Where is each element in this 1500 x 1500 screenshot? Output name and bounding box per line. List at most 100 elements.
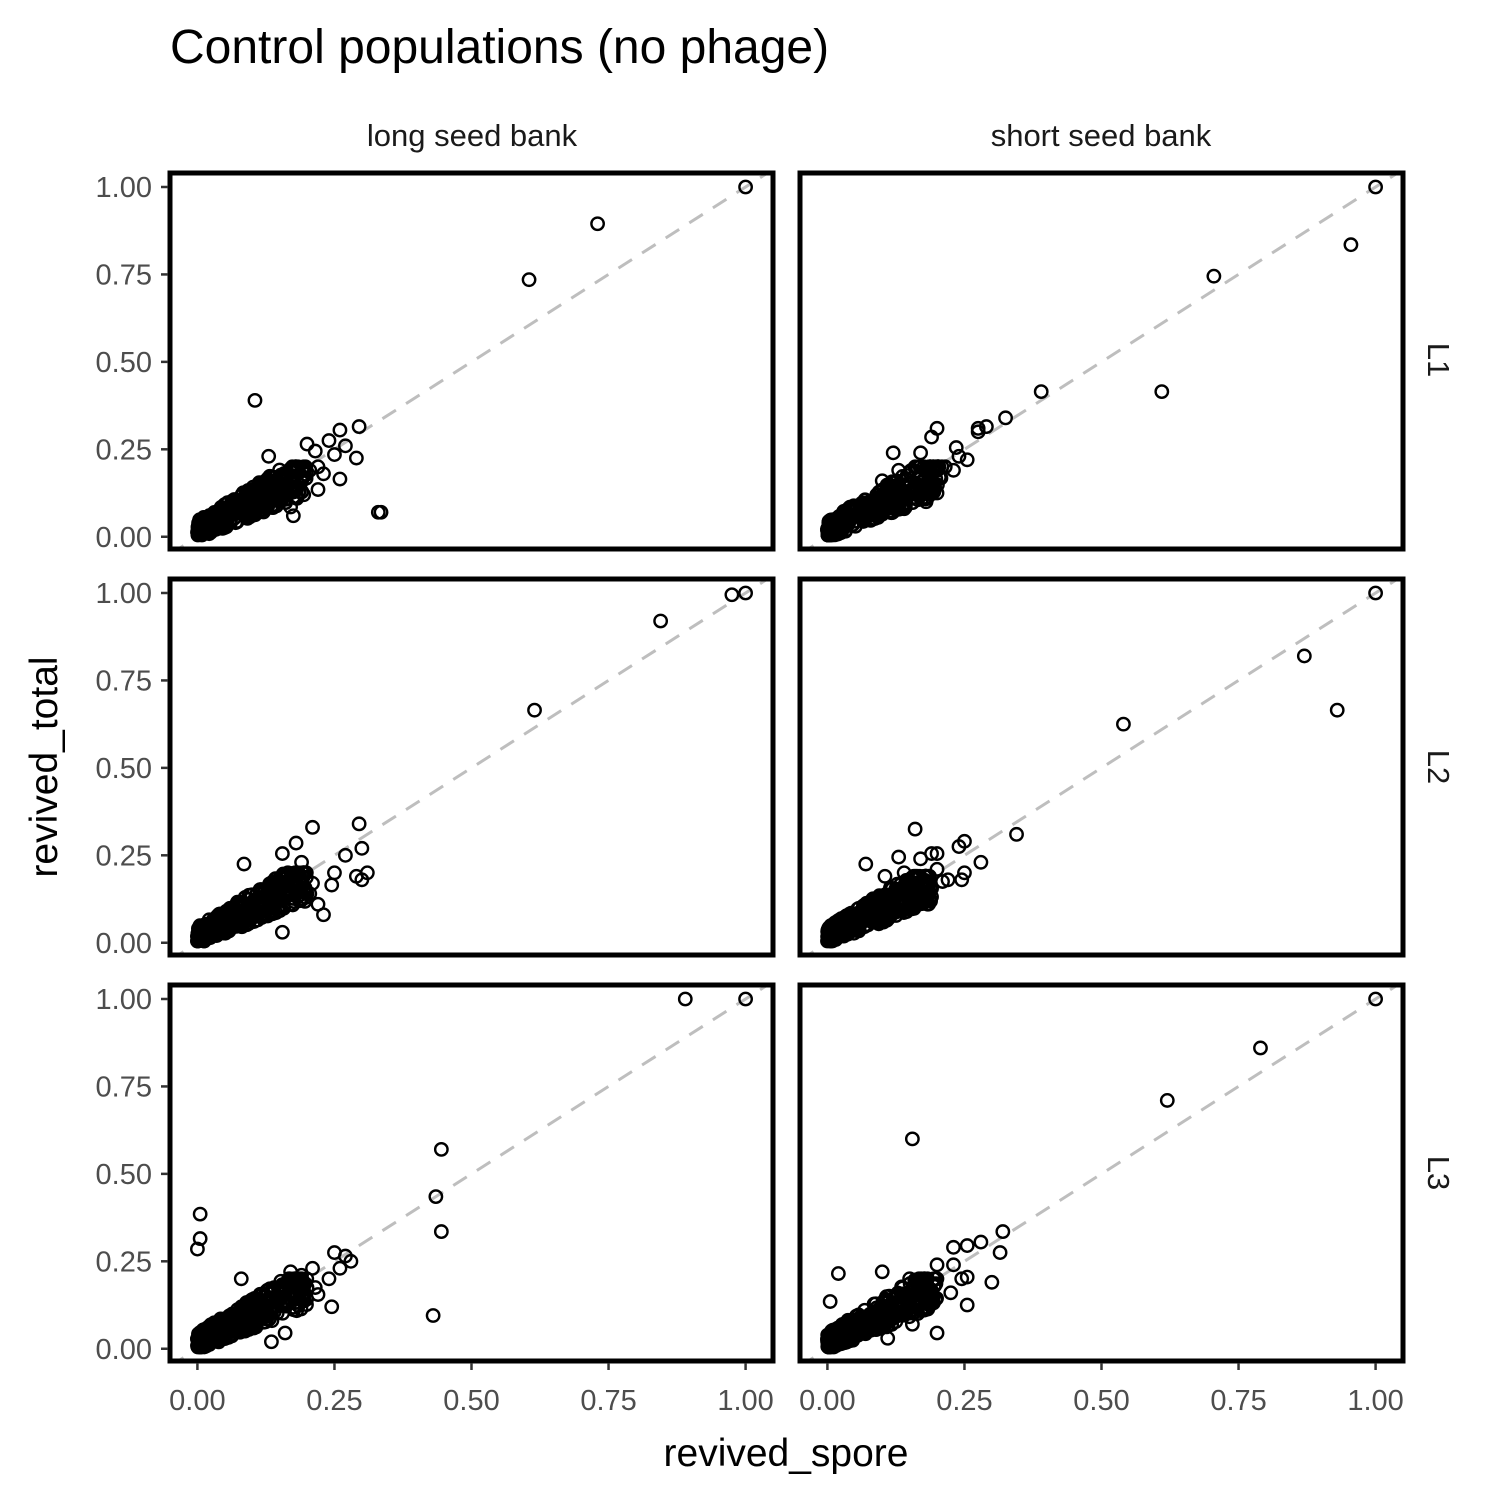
data-point [425,1308,441,1323]
panel-l1-short [797,170,1406,552]
data-point [277,1325,293,1341]
data-point [906,1302,922,1317]
y-tick-label: 0.50 [96,347,152,379]
data-point [954,1271,970,1287]
data-point [237,1319,253,1335]
data-point [922,1297,938,1313]
data-point [874,1264,890,1280]
data-point [951,448,967,464]
x-tick-label: 0.00 [799,1385,855,1417]
data-point [907,821,923,837]
data-point [881,1304,897,1320]
data-point [848,1313,864,1329]
data-point [904,1131,920,1147]
data-point [902,886,918,902]
data-point [820,1331,836,1347]
data-point [913,1278,928,1294]
y-tick-label: 0.75 [96,259,152,291]
data-point [891,462,907,478]
panel-border [167,982,776,1364]
data-point [992,1245,1008,1260]
data-point [252,882,268,898]
data-point [266,875,282,891]
x-tick-label: 0.50 [1073,1385,1129,1417]
data-point [913,851,928,867]
y-tick-label: 1.00 [96,172,152,204]
y-tick-label: 0.00 [96,1334,152,1366]
data-point [310,459,326,475]
data-point [220,508,236,524]
data-point [973,1234,989,1250]
data-point [885,445,901,461]
y-tick-label: 1.00 [96,984,152,1016]
data-point [343,1253,359,1269]
data-point [884,881,900,897]
x-tick-label: 0.00 [169,1385,225,1417]
row-strip-l3: L3 [1421,1156,1456,1190]
data-point [195,922,211,938]
panel-plot-area [175,173,771,549]
panel-plot-area [805,985,1401,1361]
data-point [858,508,874,524]
data-point [973,854,989,870]
data-point [874,473,890,489]
data-point [879,911,895,927]
data-point [294,1267,309,1283]
panel-border [167,576,776,958]
chart-title: Control populations (no phage) [170,21,829,74]
y-tick-label: 0.75 [96,665,152,697]
data-point [428,1189,444,1205]
panel-plot-area [805,173,1401,549]
y-tick-label: 0.75 [96,1071,152,1103]
x-axis-title: revived_spore [664,1432,909,1475]
data-point [299,1280,315,1295]
data-point [348,450,364,466]
row-strip-l2: L2 [1421,750,1456,784]
data-point [1329,702,1345,718]
panel-l2-short [797,576,1406,958]
data-point [264,1334,279,1350]
data-point [910,492,926,508]
data-point [338,438,353,454]
data-point [305,1260,320,1276]
data-point [255,496,271,512]
y-tick-label: 1.00 [96,578,152,610]
panel-l2-long: 0.00 0.25 0.50 0.75 1.00 [96,576,776,960]
data-point [890,1285,906,1301]
data-point [907,459,923,475]
data-point [891,849,907,865]
data-point [937,459,953,475]
data-point [284,479,299,495]
data-point [590,216,605,232]
data-point [264,481,280,496]
data-point [827,516,843,532]
data-point [834,1318,850,1334]
y-tick-label: 0.00 [96,522,152,554]
data-point [951,839,967,854]
panel-border [797,170,1406,552]
panel-border [797,982,1406,1364]
data-point [879,494,895,510]
data-point [929,861,945,877]
data-point [970,420,986,436]
data-point [305,875,320,891]
data-point [190,1241,205,1257]
data-point [236,856,252,872]
data-point [877,893,893,909]
y-tick-label: 0.25 [96,434,152,466]
data-point [206,1315,222,1331]
data-point [193,926,208,941]
data-point [238,1296,254,1312]
data-point [296,865,312,881]
y-tick-label: 0.50 [96,1159,152,1191]
data-point [929,1271,945,1287]
data-point [824,525,840,541]
data-point [351,419,367,434]
data-point [264,473,279,489]
data-point [738,585,753,601]
data-point [216,910,232,926]
data-point [946,1239,961,1255]
data-point [225,1323,240,1339]
data-point [274,924,290,940]
data-point [285,508,301,524]
